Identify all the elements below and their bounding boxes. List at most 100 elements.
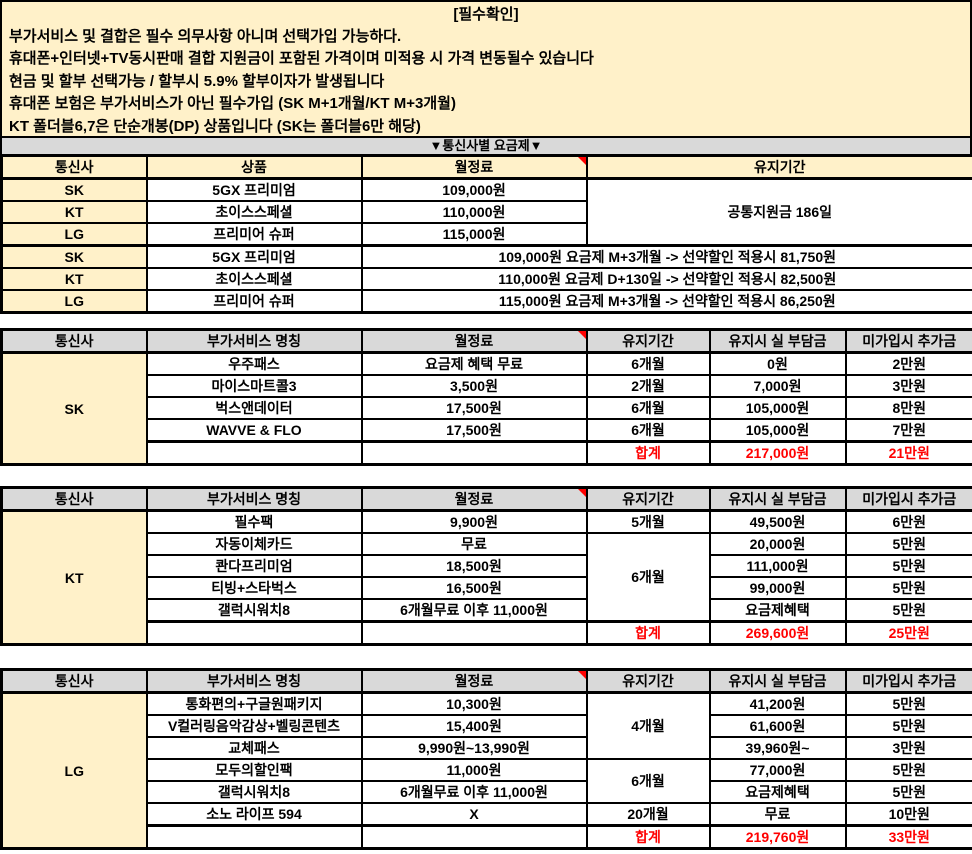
addon-table-sk: 통신사 부가서비스 명칭 월정료 유지기간 유지시 실 부담금 미가입시 추가금…: [0, 328, 972, 466]
carrier-cell: KT: [0, 509, 148, 646]
table-row: 티빙+스타벅스 16,500원 99,000원 5만원: [2, 576, 972, 600]
real-cost-cell: 20,000원: [708, 532, 847, 556]
fee-cell: X: [360, 802, 588, 827]
product-cell: 프리미어 슈퍼: [145, 222, 363, 247]
discount-detail-cell: 115,000원 요금제 M+3개월 -> 선약할인 적용시 86,250원: [360, 289, 972, 314]
extra-cost-cell: 5만원: [844, 554, 972, 578]
product-cell: 5GX 프리미엄: [145, 177, 363, 202]
column-header-period: 유지기간: [585, 668, 711, 694]
carrier-cell: LG: [0, 222, 148, 247]
table-row: 소노 라이프 594 X 20개월 무료 10만원: [2, 802, 972, 827]
column-header-fee-label: 월정료: [454, 673, 494, 689]
comment-marker-icon[interactable]: [577, 489, 585, 497]
column-header-real-cost: 유지시 실 부담금: [708, 668, 847, 694]
extra-cost-cell: 2만원: [844, 351, 972, 376]
fee-cell: 3,500원: [360, 374, 588, 398]
table-row: SK 우주패스 요금제 혜택 무료 6개월 0원 2만원: [0, 351, 972, 466]
total-row: 합계 269,600원 25만원: [2, 620, 972, 646]
table-row: 교체패스 9,990원~13,990원 39,960원~ 3만원: [2, 736, 972, 760]
column-header-period: 유지기간: [585, 328, 711, 354]
total-extra-cell: 21만원: [844, 440, 972, 466]
real-cost-cell: 39,960원~: [708, 736, 847, 760]
discount-detail-cell: 109,000원 요금제 M+3개월 -> 선약할인 적용시 81,750원: [360, 244, 972, 269]
addon-name-cell: 소노 라이프 594: [145, 802, 363, 827]
notice-line: 휴대폰 보험은 부가서비스가 아닌 필수가입 (SK M+1개월/KT M+3개…: [9, 95, 456, 113]
period-cell: 5개월: [585, 509, 711, 534]
carrier-cell: LG: [0, 289, 148, 314]
period-cell: 6개월: [585, 532, 711, 623]
header-row: 통신사 부가서비스 명칭 월정료 유지기간 유지시 실 부담금 미가입시 추가금: [0, 668, 972, 694]
real-cost-cell: 99,000원: [708, 576, 847, 600]
fee-cell: 무료: [360, 532, 588, 556]
table-row: 모두의할인팩 11,000원 6개월 77,000원 5만원: [2, 758, 972, 804]
table-row: KT 초이스스페셜 110,000원 요금제 D+130일 -> 선약할인 적용…: [0, 267, 972, 291]
extra-cost-cell: 5만원: [844, 598, 972, 623]
product-cell: 프리미어 슈퍼: [145, 289, 363, 314]
column-header-period: 유지기간: [585, 154, 972, 180]
product-cell: 초이스스페셜: [145, 267, 363, 291]
total-row: 합계 217,000원 21만원: [2, 440, 972, 466]
total-row: 합계 219,760원 33만원: [2, 824, 972, 850]
notice-block: [필수확인] 부가서비스 및 결합은 필수 의무사항 아니며 선택가입 가능하다…: [0, 0, 972, 138]
addon-name-cell: 마이스마트콜3: [145, 374, 363, 398]
comment-marker-icon[interactable]: [577, 331, 585, 339]
column-header-fee-label: 월정료: [454, 159, 494, 175]
table-row: 자동이체카드 무료 6개월 20,000원 5만원: [2, 532, 972, 623]
period-cell: 6개월: [585, 758, 711, 804]
real-cost-cell: 무료: [708, 802, 847, 827]
empty-cell: [360, 824, 588, 850]
spacer: [0, 466, 972, 486]
column-header-carrier: 통신사: [0, 486, 148, 512]
extra-cost-cell: 10만원: [844, 802, 972, 827]
extra-cost-cell: 5만원: [844, 576, 972, 600]
column-header-extra-cost: 미가입시 추가금: [844, 668, 972, 694]
total-extra-cell: 33만원: [844, 824, 972, 850]
table-row: WAVVE & FLO 17,500원 6개월 105,000원 7만원: [2, 418, 972, 443]
extra-cost-cell: 6만원: [844, 509, 972, 534]
carrier-cell: KT: [0, 200, 148, 224]
extra-cost-cell: 5만원: [844, 691, 972, 716]
extra-cost-cell: 5만원: [844, 714, 972, 738]
period-cell: 20개월: [585, 802, 711, 827]
addon-name-cell: 콴다프리미엄: [145, 554, 363, 578]
fee-cell: 109,000원: [360, 177, 588, 202]
period-cell: 6개월: [585, 418, 711, 443]
addon-name-cell: 티빙+스타벅스: [145, 576, 363, 600]
empty-cell: [145, 620, 363, 646]
real-cost-cell: 0원: [708, 351, 847, 376]
header-row: 통신사 상품 월정료 유지기간: [0, 154, 972, 180]
table-row: SK 5GX 프리미엄 109,000원 공통지원금 186일: [0, 177, 972, 247]
column-header-fee-label: 월정료: [454, 333, 494, 349]
fee-cell: 요금제 혜택 무료: [360, 351, 588, 376]
period-cell: 6개월: [585, 351, 711, 376]
column-header-real-cost: 유지시 실 부담금: [708, 328, 847, 354]
fee-cell: 11,000원: [360, 758, 588, 782]
extra-cost-cell: 5만원: [844, 532, 972, 556]
addon-name-cell: 교체패스: [145, 736, 363, 760]
notice-line: 휴대폰+인터넷+TV동시판매 결합 지원금이 포함된 가격이며 미적용 시 가격…: [9, 50, 594, 68]
carrier-cell: SK: [0, 244, 148, 269]
addon-name-cell: 갤럭시워치8: [145, 780, 363, 804]
real-cost-cell: 111,000원: [708, 554, 847, 578]
comment-marker-icon[interactable]: [577, 671, 585, 679]
column-header-fee-label: 월정료: [454, 491, 494, 507]
column-header-fee: 월정료: [360, 328, 588, 354]
addon-name-cell: 우주패스: [145, 351, 363, 376]
empty-cell: [145, 824, 363, 850]
addon-name-cell: 통화편의+구글원패키지: [145, 691, 363, 716]
carrier-cell: KT: [0, 267, 148, 291]
real-cost-cell: 41,200원: [708, 691, 847, 716]
column-header-addon-name: 부가서비스 명칭: [145, 486, 363, 512]
total-label-cell: 합계: [585, 440, 711, 466]
table-row: 벅스앤데이터 17,500원 6개월 105,000원 8만원: [2, 396, 972, 420]
notice-line: 부가서비스 및 결합은 필수 의무사항 아니며 선택가입 가능하다.: [9, 28, 402, 45]
table-row: KT 필수팩 9,900원 5개월 49,500원 6만원: [0, 509, 972, 646]
product-cell: 초이스스페셜: [145, 200, 363, 224]
period-cell: 4개월: [585, 691, 711, 760]
carrier-cell: SK: [0, 177, 148, 202]
comment-marker-icon[interactable]: [577, 157, 585, 165]
retention-note-cell: 공통지원금 186일: [585, 177, 972, 247]
section-band: ▼통신사별 요금제▼: [0, 138, 972, 154]
extra-cost-cell: 5만원: [844, 780, 972, 804]
